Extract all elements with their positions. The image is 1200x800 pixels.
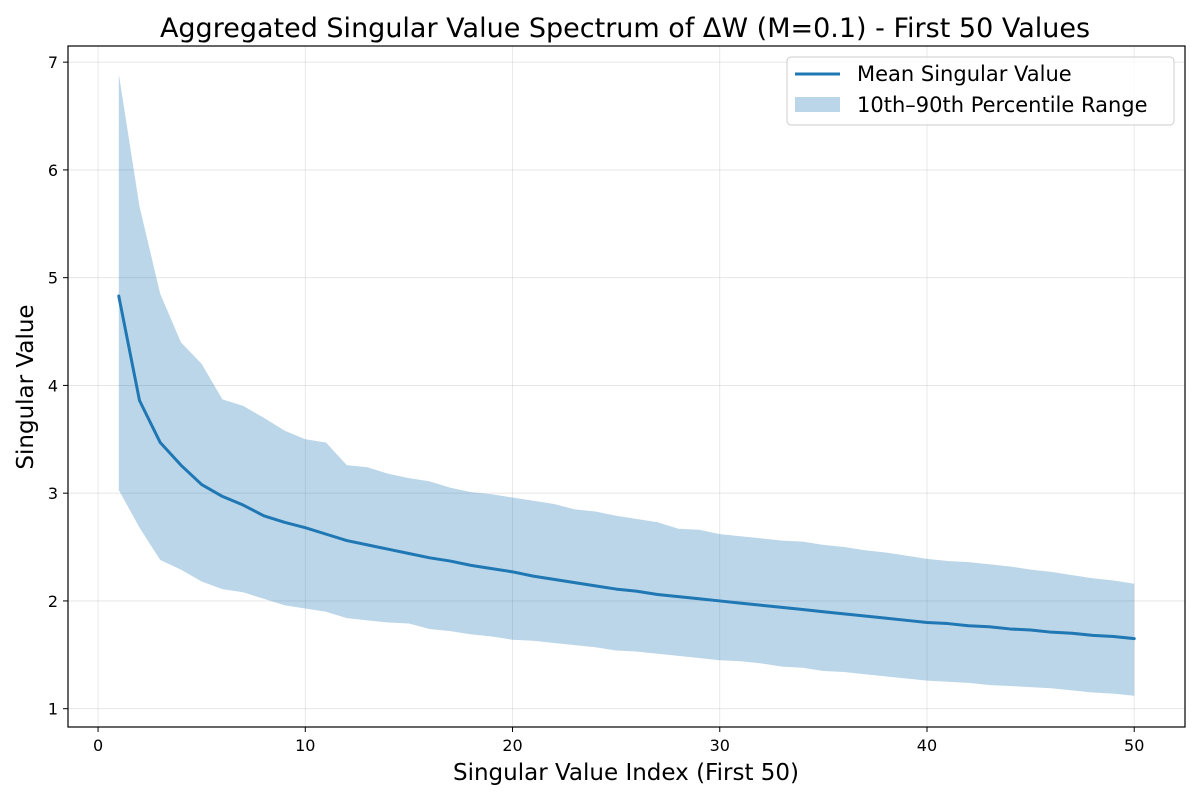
plot-frame [67,45,1186,728]
grid [68,46,1185,727]
x-tick-label: 20 [502,736,522,755]
y-tick-label: 2 [48,592,58,611]
x-tick-label: 30 [710,736,730,755]
legend-box [786,56,1175,126]
y-tick-label: 4 [48,376,58,395]
mean-line-layer [117,294,1136,641]
legend: Mean Singular Value 10th–90th Percentile… [786,56,1175,126]
y-tick-label: 6 [48,161,58,180]
percentile-band-layer [118,74,1135,696]
x-axis: 0 10 20 30 40 50 [93,727,1144,755]
x-tick-label: 40 [917,736,937,755]
y-tick-label: 3 [48,484,58,503]
y-tick-label: 1 [48,700,58,719]
x-axis-title: Singular Value Index (First 50) [453,760,799,786]
y-tick-label: 7 [48,53,58,72]
legend-label-band: 10th–90th Percentile Range [857,93,1148,117]
legend-label-mean: Mean Singular Value [857,62,1072,86]
y-tick-label: 5 [48,269,58,288]
y-axis: 1 2 3 4 5 6 7 [48,53,68,719]
x-tick-label: 0 [93,736,103,755]
percentile-band-area [118,74,1135,696]
mean-singular-value-line [117,294,1136,641]
y-axis-title: Singular Value [13,304,39,469]
legend-band-swatch [795,97,840,112]
chart-title: Aggregated Singular Value Spectrum of ΔW… [160,13,1090,44]
x-tick-label: 10 [295,736,315,755]
x-tick-label: 50 [1124,736,1144,755]
